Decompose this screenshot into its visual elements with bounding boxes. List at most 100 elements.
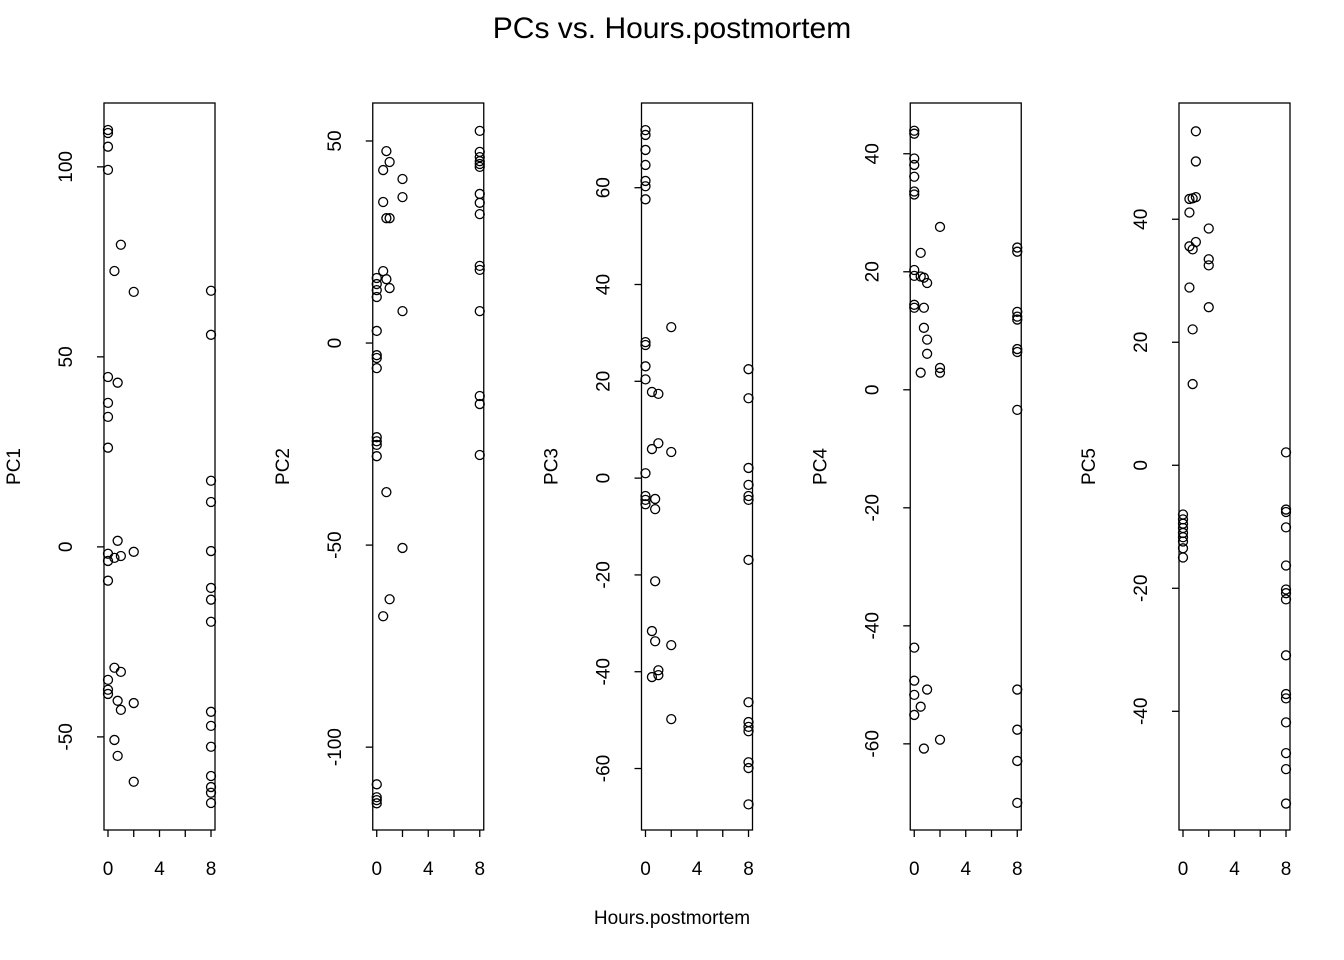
point bbox=[909, 264, 920, 276]
point bbox=[371, 352, 382, 364]
point bbox=[653, 438, 664, 449]
point bbox=[1177, 552, 1189, 563]
point bbox=[1280, 447, 1292, 458]
point bbox=[381, 213, 392, 224]
y-axis-label: PC1 bbox=[4, 448, 25, 485]
point bbox=[921, 684, 933, 695]
y-tick-label: -40 bbox=[594, 658, 615, 685]
point bbox=[1190, 126, 1202, 137]
point bbox=[102, 555, 114, 567]
point bbox=[378, 164, 389, 176]
point bbox=[474, 125, 485, 137]
point bbox=[653, 665, 664, 676]
point bbox=[640, 468, 651, 479]
point bbox=[109, 265, 120, 277]
point bbox=[1012, 684, 1023, 695]
point bbox=[474, 208, 485, 220]
point bbox=[743, 364, 754, 375]
point bbox=[640, 490, 651, 502]
point bbox=[921, 348, 933, 359]
point bbox=[384, 156, 395, 168]
point bbox=[909, 159, 920, 171]
plot-frame bbox=[909, 102, 1022, 831]
point bbox=[909, 302, 920, 313]
point bbox=[371, 350, 382, 361]
point bbox=[909, 270, 920, 282]
point bbox=[918, 302, 930, 313]
point bbox=[371, 291, 382, 303]
point bbox=[102, 127, 114, 139]
point bbox=[1203, 302, 1214, 313]
point bbox=[640, 144, 651, 156]
point bbox=[381, 487, 392, 498]
point bbox=[112, 695, 123, 706]
x-tick-label: 8 bbox=[206, 859, 217, 880]
point bbox=[743, 490, 754, 502]
point bbox=[934, 362, 946, 374]
y-tick-label: 50 bbox=[325, 130, 346, 151]
point bbox=[1190, 156, 1202, 167]
point bbox=[109, 734, 120, 746]
point bbox=[205, 475, 217, 486]
point bbox=[474, 146, 485, 158]
y-tick-label: 0 bbox=[325, 338, 346, 349]
y-tick-label: -60 bbox=[862, 730, 883, 757]
y-tick-label: -50 bbox=[56, 723, 77, 750]
point bbox=[474, 264, 485, 276]
point bbox=[397, 173, 408, 185]
point bbox=[649, 576, 661, 587]
point bbox=[112, 377, 123, 388]
y-tick-label: -20 bbox=[594, 561, 615, 588]
point bbox=[1012, 724, 1023, 735]
point bbox=[1280, 594, 1292, 605]
point bbox=[1177, 532, 1189, 543]
y-tick-label: 0 bbox=[56, 542, 77, 553]
point bbox=[1280, 584, 1292, 595]
y-tick-label: 100 bbox=[56, 151, 77, 183]
point bbox=[915, 247, 926, 259]
point bbox=[1203, 254, 1214, 265]
point bbox=[474, 156, 485, 167]
point bbox=[1012, 242, 1023, 253]
point bbox=[743, 799, 754, 810]
point bbox=[915, 367, 926, 378]
point bbox=[649, 503, 661, 515]
point bbox=[921, 334, 933, 345]
point bbox=[1190, 191, 1202, 203]
point bbox=[909, 675, 920, 686]
point bbox=[1012, 311, 1023, 322]
point bbox=[640, 181, 651, 192]
point bbox=[371, 794, 382, 806]
point bbox=[666, 321, 677, 333]
point bbox=[384, 594, 395, 605]
y-tick-label: -100 bbox=[325, 728, 346, 766]
point bbox=[743, 721, 754, 733]
point bbox=[1184, 207, 1195, 218]
point bbox=[102, 124, 114, 136]
point bbox=[371, 284, 382, 296]
point bbox=[205, 720, 217, 732]
point bbox=[378, 611, 389, 622]
point bbox=[378, 196, 389, 208]
point bbox=[102, 442, 114, 453]
point bbox=[474, 152, 485, 163]
point bbox=[649, 636, 661, 647]
point bbox=[115, 239, 127, 250]
point bbox=[743, 726, 754, 737]
point bbox=[743, 494, 754, 506]
point bbox=[640, 194, 651, 205]
point bbox=[640, 129, 651, 141]
point bbox=[205, 787, 217, 798]
x-tick-label: 0 bbox=[371, 859, 382, 880]
x-tick-label: 4 bbox=[423, 859, 434, 880]
point bbox=[205, 594, 217, 605]
point bbox=[743, 393, 754, 404]
point bbox=[474, 161, 485, 172]
point bbox=[934, 734, 946, 745]
point bbox=[371, 779, 382, 790]
point bbox=[1177, 536, 1189, 547]
x-tick-label: 0 bbox=[103, 859, 114, 880]
point bbox=[743, 554, 754, 566]
point bbox=[909, 642, 920, 653]
y-tick-label: 40 bbox=[594, 274, 615, 295]
